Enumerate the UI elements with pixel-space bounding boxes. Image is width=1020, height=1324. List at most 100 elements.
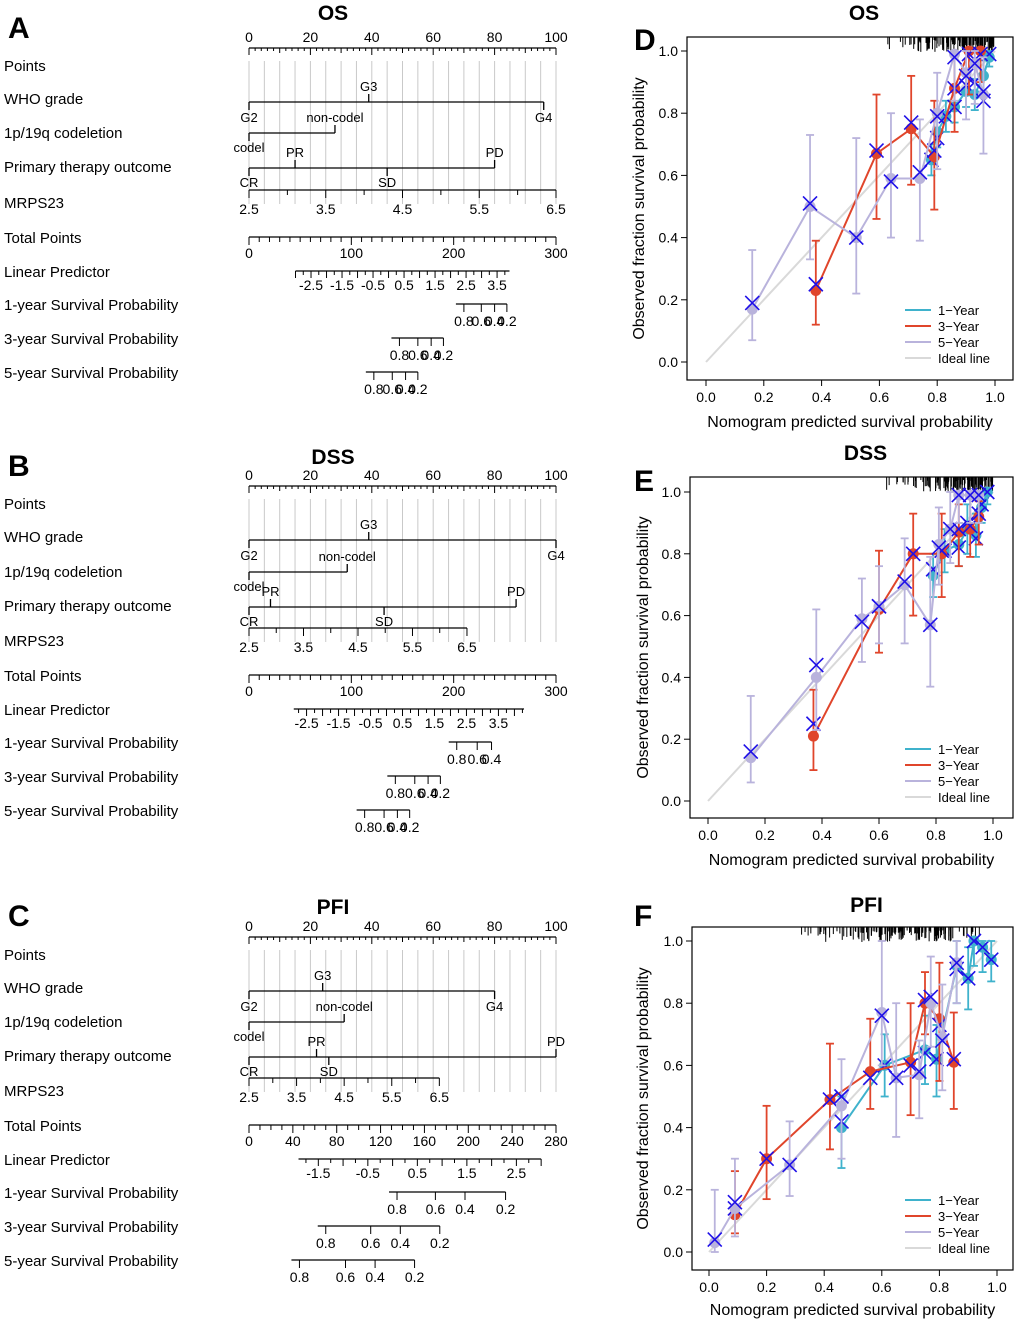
linear-predictor-tick-label: 1.5 (457, 1165, 477, 1181)
row-label: 1p/19q codeletion (4, 1014, 122, 1031)
observed-cross (962, 518, 978, 534)
legend-label: 3−Year (938, 1209, 980, 1224)
therapy-label: PR (286, 145, 304, 160)
survival-tick-label: 0.6 (361, 1235, 381, 1251)
y-tick-label: 0.6 (659, 167, 679, 183)
therapy-label: PD (507, 584, 525, 599)
data-point (977, 89, 989, 101)
series-5-Year (744, 48, 992, 342)
x-tick-label: 0.2 (755, 827, 775, 843)
row-label: Points (4, 58, 46, 75)
observed-cross (928, 1051, 945, 1067)
y-tick-label: 0.2 (664, 1182, 684, 1198)
observed-cross (912, 164, 928, 180)
mrps23-tick-label: 3.5 (294, 639, 314, 655)
data-point (928, 151, 940, 163)
observed-cross (903, 114, 919, 131)
survival-tick-label: 0.8 (390, 347, 410, 363)
y-tick-label: 0.2 (659, 292, 679, 308)
data-point (746, 303, 758, 315)
x-axis-label: Nomogram predicted survival probability (709, 852, 994, 869)
mrps23-tick-label: 3.5 (316, 201, 336, 217)
observed-cross (946, 1051, 962, 1067)
total-points-tick-label: 40 (285, 1133, 301, 1149)
total-points-tick-label: 280 (544, 1133, 568, 1149)
panel-letter: E (634, 465, 654, 498)
mrps23-tick-label: 4.5 (393, 201, 413, 217)
row-label: Linear Predictor (4, 702, 110, 719)
legend-label: 3−Year (938, 758, 980, 773)
mrps23-tick-label: 4.5 (334, 1089, 354, 1105)
x-tick-label: 0.2 (757, 1279, 777, 1295)
observed-cross (934, 1032, 950, 1049)
observed-cross (983, 952, 999, 968)
row-label: Total Points (4, 1118, 82, 1135)
y-tick-label: 0.2 (662, 731, 682, 747)
row-label: Primary therapy outcome (4, 159, 172, 176)
row-label: 1p/19q codeletion (4, 125, 122, 142)
observed-cross (931, 540, 947, 556)
observed-cross (917, 1045, 933, 1061)
survival-tick-label: 0.8 (387, 1201, 407, 1217)
therapy-label: SD (378, 175, 396, 190)
chart-title: DSS (844, 442, 887, 465)
points-tick-label: 60 (425, 918, 441, 934)
linear-predictor-tick-label: 3.5 (489, 715, 509, 731)
survival-tick-label: 0.6 (408, 347, 428, 363)
y-tick-label: 0.8 (664, 995, 684, 1011)
legend-label: 5−Year (938, 1225, 980, 1240)
data-point (913, 1069, 925, 1081)
row-label: MRPS23 (4, 1083, 64, 1100)
panel-letter: D (634, 24, 656, 57)
survival-tick-label: 0.6 (426, 1201, 446, 1217)
plot-frame (691, 926, 1014, 1271)
total-points-tick-label: 120 (369, 1133, 393, 1149)
linear-predictor-tick-label: 0.5 (408, 1165, 428, 1181)
linear-predictor-tick-label: -0.5 (361, 277, 385, 293)
panel-letter: A (8, 12, 30, 45)
points-tick-label: 100 (544, 467, 568, 483)
mrps23-tick-label: 6.5 (430, 1089, 450, 1105)
linear-predictor-tick-label: -2.5 (299, 277, 323, 293)
series-3-Year (808, 45, 989, 326)
y-axis-label: Observed fraction survival probability (635, 516, 652, 778)
who-grade-label: G4 (486, 999, 503, 1014)
legend-label: 3−Year (938, 319, 980, 334)
chart-title: PFI (850, 894, 883, 917)
observed-cross (744, 295, 760, 311)
points-tick-label: 60 (425, 467, 441, 483)
nomogram-title: DSS (311, 446, 354, 469)
y-tick-label: 0.4 (659, 230, 679, 246)
survival-tick-label: 0.6 (383, 381, 403, 397)
observed-cross (862, 1070, 878, 1086)
observed-cross (951, 487, 967, 503)
nomogram-title: OS (318, 2, 348, 25)
x-tick-label: 0.8 (927, 389, 947, 405)
total-points-tick-label: 200 (442, 245, 466, 261)
observed-cross (926, 142, 942, 159)
mrps23-tick-label: 2.5 (239, 639, 259, 655)
observed-cross (833, 1088, 850, 1105)
x-tick-label: 0.0 (696, 389, 716, 405)
nomogram-title: PFI (317, 896, 350, 919)
y-axis-label: Observed fraction survival probability (631, 77, 648, 339)
total-points-tick-label: 100 (340, 245, 364, 261)
total-points-tick-label: 200 (457, 1133, 481, 1149)
points-tick-label: 80 (487, 467, 503, 483)
row-label: 1-year Survival Probability (4, 1185, 179, 1202)
observed-cross (868, 142, 885, 159)
plot-frame (686, 36, 1014, 381)
who-grade-label: G2 (240, 110, 257, 125)
linear-predictor-tick-label: 0.5 (394, 277, 414, 293)
row-label: Points (4, 496, 46, 513)
x-tick-label: 0.4 (812, 389, 832, 405)
data-point (807, 730, 819, 742)
observed-cross (808, 276, 824, 292)
data-point (804, 201, 816, 212)
data-point (835, 1100, 847, 1112)
points-tick-label: 60 (425, 29, 441, 45)
row-label: 1p/19q codeletion (4, 564, 122, 581)
total-points-tick-label: 300 (544, 245, 568, 261)
data-point (931, 107, 943, 119)
codeletion-label: non-codel (316, 999, 373, 1014)
